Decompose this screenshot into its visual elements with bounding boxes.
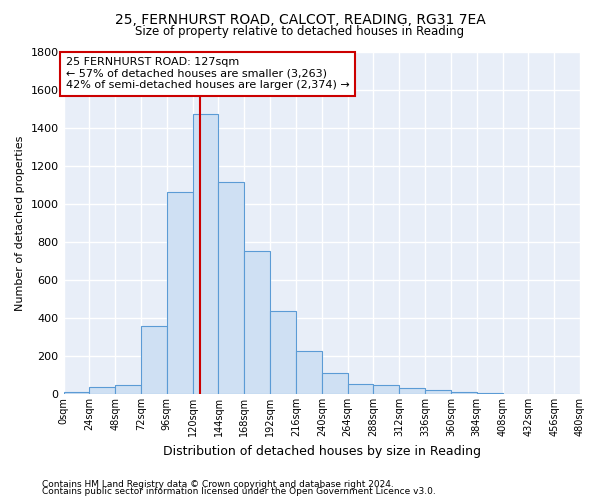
Bar (244, 252, 270, 394)
Bar (373, 384, 399, 394)
Bar (399, 388, 425, 394)
Text: Contains HM Land Registry data © Crown copyright and database right 2024.: Contains HM Land Registry data © Crown c… (42, 480, 394, 489)
Bar (477, 393, 503, 394)
Bar (89, 388, 115, 394)
Bar (218, 182, 244, 394)
Text: Size of property relative to detached houses in Reading: Size of property relative to detached ho… (136, 25, 464, 38)
Bar (425, 390, 451, 394)
Bar (141, 326, 167, 394)
Bar (347, 384, 373, 394)
Bar (64, 392, 89, 394)
Bar (167, 192, 193, 394)
Text: 25 FERNHURST ROAD: 127sqm
← 57% of detached houses are smaller (3,263)
42% of se: 25 FERNHURST ROAD: 127sqm ← 57% of detac… (65, 57, 349, 90)
Bar (451, 392, 477, 394)
Bar (193, 114, 218, 394)
Text: Contains public sector information licensed under the Open Government Licence v3: Contains public sector information licen… (42, 488, 436, 496)
X-axis label: Distribution of detached houses by size in Reading: Distribution of detached houses by size … (163, 444, 481, 458)
Y-axis label: Number of detached properties: Number of detached properties (15, 135, 25, 310)
Bar (115, 384, 141, 394)
Text: 25, FERNHURST ROAD, CALCOT, READING, RG31 7EA: 25, FERNHURST ROAD, CALCOT, READING, RG3… (115, 12, 485, 26)
Bar (322, 373, 347, 394)
Bar (270, 312, 296, 394)
Bar (296, 352, 322, 394)
